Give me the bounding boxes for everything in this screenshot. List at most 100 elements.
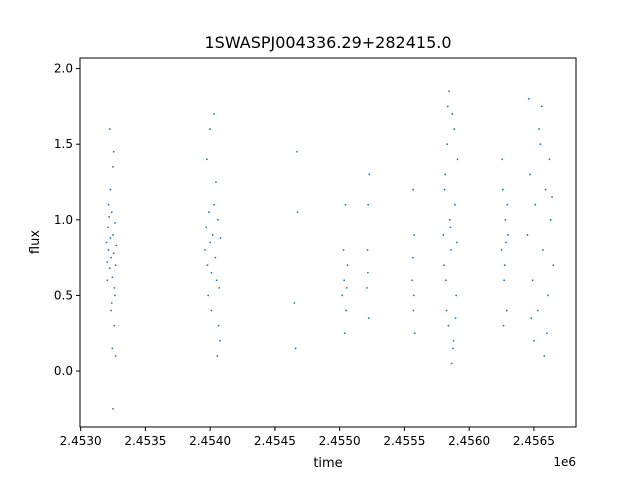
- data-point: [552, 264, 555, 267]
- data-point: [209, 128, 212, 130]
- data-point: [216, 355, 219, 357]
- data-point: [451, 113, 454, 115]
- data-point: [446, 143, 449, 146]
- data-point: [366, 271, 369, 274]
- data-point: [450, 362, 453, 365]
- data-point: [551, 196, 553, 199]
- data-point: [412, 294, 415, 297]
- data-point: [411, 279, 414, 282]
- data-point: [210, 271, 213, 274]
- data-point: [215, 181, 217, 183]
- data-point: [412, 309, 415, 312]
- y-axis-label: flux: [28, 230, 43, 254]
- data-point: [453, 128, 456, 130]
- x-tick-label: 2.4545: [254, 434, 296, 448]
- data-point: [444, 279, 447, 282]
- chart-title: 1SWASPJ004336.29+282415.0: [204, 33, 451, 52]
- data-point: [114, 221, 116, 224]
- data-point: [455, 294, 458, 297]
- data-point: [534, 203, 537, 206]
- data-point: [112, 234, 114, 236]
- data-point: [207, 211, 210, 214]
- y-tick-label: 0.5: [54, 288, 73, 302]
- data-point: [112, 252, 115, 254]
- data-point: [368, 173, 371, 176]
- x-tick-label: 2.4555: [383, 434, 425, 448]
- data-point: [113, 324, 116, 327]
- data-point: [454, 203, 456, 206]
- data-point: [449, 226, 452, 229]
- data-point: [219, 237, 222, 239]
- data-point: [110, 302, 113, 304]
- data-point: [213, 113, 215, 115]
- data-point: [107, 249, 110, 251]
- data-point: [108, 267, 111, 270]
- data-point: [343, 332, 346, 335]
- data-point: [540, 105, 543, 108]
- y-axis-ticks: 0.0 0.5 1.0 1.5 2.0: [54, 62, 80, 378]
- data-point: [218, 286, 221, 289]
- data-point: [450, 249, 452, 251]
- data-point: [442, 234, 445, 236]
- x-axis-ticks: 2.4530 2.4535 2.4540 2.4545 2.4550 2.4555 2.45…: [60, 427, 555, 448]
- data-point: [526, 234, 529, 236]
- data-point: [443, 264, 445, 267]
- data-point: [413, 332, 416, 335]
- data-point: [412, 188, 415, 191]
- y-tick-label: 0.0: [54, 364, 73, 378]
- data-point: [444, 173, 447, 176]
- data-point: [105, 241, 108, 244]
- data-point: [538, 128, 540, 130]
- data-point: [366, 249, 369, 251]
- data-point: [113, 286, 116, 289]
- data-point: [448, 218, 451, 221]
- data-point: [210, 309, 213, 312]
- data-point: [112, 165, 114, 168]
- data-point: [296, 150, 298, 153]
- x-tick-label: 2.4535: [124, 434, 166, 448]
- data-points: [105, 90, 555, 410]
- data-point: [413, 234, 416, 236]
- data-point: [448, 90, 450, 93]
- data-point: [209, 241, 212, 244]
- data-point: [445, 309, 448, 312]
- data-point: [344, 203, 347, 206]
- data-point: [217, 218, 219, 221]
- data-point: [505, 309, 508, 312]
- data-point: [367, 317, 370, 320]
- data-point: [346, 264, 349, 267]
- data-point: [504, 218, 507, 221]
- data-point: [529, 173, 531, 176]
- data-point: [296, 211, 299, 214]
- x-tick-label: 2.4530: [60, 434, 102, 448]
- data-point: [115, 244, 118, 247]
- data-point: [112, 407, 114, 410]
- data-point: [343, 279, 346, 282]
- data-point: [452, 339, 455, 342]
- data-point: [501, 188, 504, 191]
- data-point: [114, 264, 117, 267]
- x-tick-label: 2.4540: [189, 434, 231, 448]
- data-point: [503, 264, 506, 267]
- data-point: [341, 294, 344, 297]
- data-point: [204, 249, 206, 251]
- data-point: [108, 215, 111, 218]
- data-point: [507, 234, 509, 236]
- data-point: [109, 237, 112, 239]
- x-tick-label: 2.4560: [448, 434, 490, 448]
- data-point: [543, 355, 546, 357]
- data-point: [293, 302, 296, 304]
- data-point: [206, 158, 208, 161]
- data-point: [501, 158, 504, 161]
- data-point: [367, 203, 370, 206]
- data-point: [106, 279, 109, 282]
- data-point: [527, 97, 530, 100]
- data-point: [411, 256, 414, 259]
- data-point: [506, 203, 509, 206]
- data-point: [114, 355, 117, 357]
- data-point: [549, 218, 552, 221]
- data-point: [536, 309, 539, 312]
- data-point: [106, 261, 109, 264]
- data-point: [207, 294, 210, 297]
- x-tick-label: 2.4550: [319, 434, 361, 448]
